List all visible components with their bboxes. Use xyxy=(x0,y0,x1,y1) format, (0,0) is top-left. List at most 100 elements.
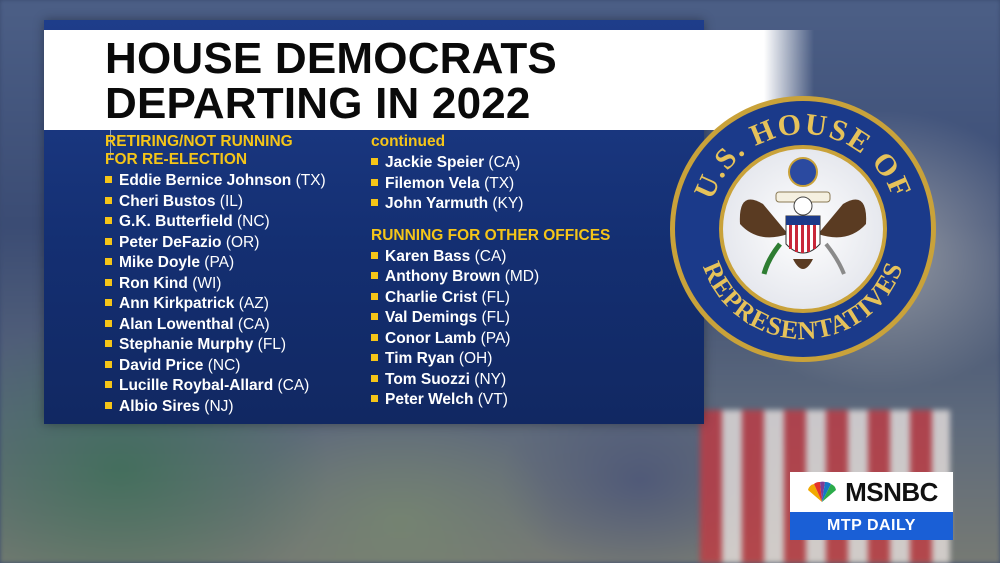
member-state: (NJ) xyxy=(204,397,234,415)
list-item: Albio Sires (NJ) xyxy=(105,397,326,418)
bullet-icon xyxy=(371,158,378,165)
bullet-icon xyxy=(105,319,112,327)
bullet-icon xyxy=(371,272,378,279)
retiring-heading-line-2: FOR RE-ELECTION xyxy=(105,151,248,168)
list-item: Jackie Speier (CA) xyxy=(371,153,610,174)
bullet-icon xyxy=(371,251,378,259)
member-state: (CA) xyxy=(237,315,270,333)
member-state: (PA) xyxy=(480,329,511,347)
list-item: Ann Kirkpatrick (AZ) xyxy=(105,294,326,315)
member-state: (AZ) xyxy=(238,295,269,312)
bullet-icon xyxy=(105,258,112,265)
decorative-line xyxy=(44,64,148,65)
list-item: David Price (NC) xyxy=(105,356,326,377)
show-name-bar: MTP DAILY xyxy=(790,512,953,540)
house-seal-icon: U.S. HOUSE OF REPRESENTATIVES xyxy=(670,96,936,362)
list-item: Conor Lamb (PA) xyxy=(371,329,610,350)
member-state: (FL) xyxy=(481,288,510,306)
member-state: (CA) xyxy=(488,154,521,171)
decorative-line xyxy=(110,30,111,160)
list-item: Ron Kind (WI) xyxy=(105,274,326,295)
retiring-heading-line-1: RETIRING/NOT RUNNING xyxy=(105,133,293,150)
member-state: (OR) xyxy=(225,233,260,251)
bullet-icon xyxy=(105,196,112,204)
retiring-column: RETIRING/NOT RUNNING FOR RE-ELECTION Edd… xyxy=(105,133,326,417)
member-state: (KY) xyxy=(492,195,524,212)
list-item: Lucille Roybal-Allard (CA) xyxy=(105,376,326,397)
retiring-list-continued: Jackie Speier (CA) Filemon Vela (TX) John … xyxy=(371,153,610,215)
member-name: Peter Welch xyxy=(385,391,474,408)
bullet-icon xyxy=(105,340,112,347)
right-column: continued Jackie Speier (CA) Filemon Vela… xyxy=(371,133,610,411)
member-name: David Price xyxy=(119,356,204,374)
logo-top: MSNBC xyxy=(790,472,953,512)
member-name: Albio Sires xyxy=(119,397,200,415)
bullet-icon xyxy=(371,374,378,382)
member-state: (VT) xyxy=(477,391,508,408)
member-name: Cheri Bustos xyxy=(119,192,216,210)
list-item: Tim Ryan (OH) xyxy=(371,349,610,370)
bullet-icon xyxy=(371,333,378,341)
member-name: Karen Bass xyxy=(385,247,471,265)
list-item: Alan Lowenthal (CA) xyxy=(105,315,326,336)
bullet-icon xyxy=(105,381,112,388)
continued-label: continued xyxy=(371,133,446,150)
member-name: G.K. Butterfield xyxy=(119,213,233,230)
list-item: Karen Bass (CA) xyxy=(371,247,610,268)
member-state: (OH) xyxy=(458,350,493,367)
member-name: Peter DeFazio xyxy=(119,233,222,251)
bullet-icon xyxy=(371,313,378,320)
page-title: HOUSE DEMOCRATS DEPARTING IN 2022 xyxy=(105,36,557,126)
member-state: (CA) xyxy=(277,377,310,394)
member-name: Eddie Bernice Johnson xyxy=(119,172,292,189)
member-state: (WI) xyxy=(192,274,222,292)
peacock-icon xyxy=(808,481,837,502)
member-state: (MD) xyxy=(504,268,540,285)
member-name: Filemon Vela xyxy=(385,174,480,192)
member-state: (NC) xyxy=(236,213,270,230)
member-state: (PA) xyxy=(204,254,235,271)
list-item: Filemon Vela (TX) xyxy=(371,174,610,195)
member-name: Mike Doyle xyxy=(119,254,200,271)
member-state: (FL) xyxy=(257,336,287,353)
bullet-icon xyxy=(105,299,112,306)
bullet-icon xyxy=(371,292,378,300)
title-line-1: HOUSE DEMOCRATS xyxy=(105,34,557,83)
member-state: (IL) xyxy=(219,192,244,210)
member-name: Jackie Speier xyxy=(385,154,485,171)
member-name: John Yarmuth xyxy=(385,195,489,212)
list-item: Charlie Crist (FL) xyxy=(371,288,610,309)
member-state: (FL) xyxy=(481,309,510,326)
member-state: (TX) xyxy=(295,172,326,189)
member-name: Ron Kind xyxy=(119,274,188,292)
bullet-icon xyxy=(371,178,378,186)
other-offices-list: Karen Bass (CA) Anthony Brown (MD) Charlie… xyxy=(371,247,610,411)
msnbc-logo: MSNBC MTP DAILY xyxy=(790,472,953,542)
list-item: Tom Suozzi (NY) xyxy=(371,370,610,391)
other-offices-heading: RUNNING FOR OTHER OFFICES xyxy=(371,226,611,244)
bullet-icon xyxy=(105,217,112,224)
list-item: Cheri Bustos (IL) xyxy=(105,192,326,213)
eagle-icon xyxy=(739,157,867,275)
retiring-list: Eddie Bernice Johnson (TX) Cheri Bustos (… xyxy=(105,171,326,417)
list-item: Eddie Bernice Johnson (TX) xyxy=(105,171,326,192)
list-item: Anthony Brown (MD) xyxy=(371,267,610,288)
logo-brand-text: MSNBC xyxy=(845,476,938,507)
bullet-icon xyxy=(105,176,112,183)
member-name: Ann Kirkpatrick xyxy=(119,295,235,312)
bullet-icon xyxy=(105,360,112,368)
bullet-icon xyxy=(371,199,378,206)
list-item: Peter DeFazio (OR) xyxy=(105,233,326,254)
bullet-icon xyxy=(105,237,112,245)
list-item: John Yarmuth (KY) xyxy=(371,194,610,215)
list-item: Stephanie Murphy (FL) xyxy=(105,335,326,356)
member-name: Conor Lamb xyxy=(385,329,477,347)
member-name: Charlie Crist xyxy=(385,288,478,306)
member-name: Tim Ryan xyxy=(385,350,455,367)
member-name: Anthony Brown xyxy=(385,268,501,285)
member-name: Tom Suozzi xyxy=(385,370,470,388)
list-item: Mike Doyle (PA) xyxy=(105,253,326,274)
bullet-icon xyxy=(371,395,378,402)
bullet-icon xyxy=(105,278,112,286)
bullet-icon xyxy=(371,354,378,361)
